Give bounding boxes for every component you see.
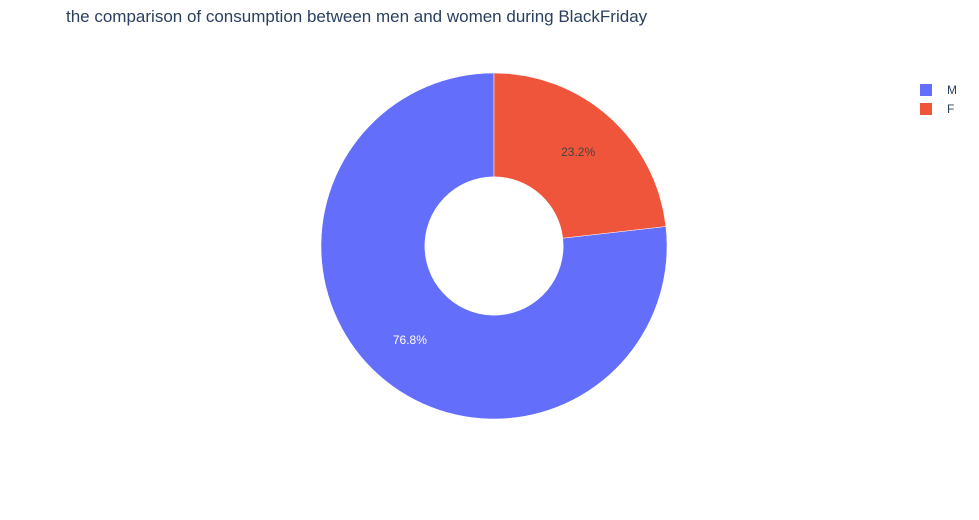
slice-f[interactable] bbox=[493, 72, 667, 239]
legend-label-m: M bbox=[947, 82, 957, 97]
slice-m[interactable] bbox=[320, 72, 668, 420]
legend-item-f[interactable]: F bbox=[920, 99, 957, 118]
donut-slice-labels: 76.8% 23.2% bbox=[393, 145, 596, 347]
chart-title: the comparison of consumption between me… bbox=[66, 7, 648, 26]
slice-label-f: 23.2% bbox=[561, 145, 595, 159]
slice-label-m: 76.8% bbox=[393, 333, 427, 347]
legend-label-f: F bbox=[947, 101, 955, 116]
donut-slices bbox=[320, 72, 668, 420]
legend-item-m[interactable]: M bbox=[920, 80, 957, 99]
legend-swatch-f bbox=[920, 102, 932, 115]
legend-swatch-m bbox=[920, 83, 932, 96]
legend: M F bbox=[920, 80, 957, 118]
